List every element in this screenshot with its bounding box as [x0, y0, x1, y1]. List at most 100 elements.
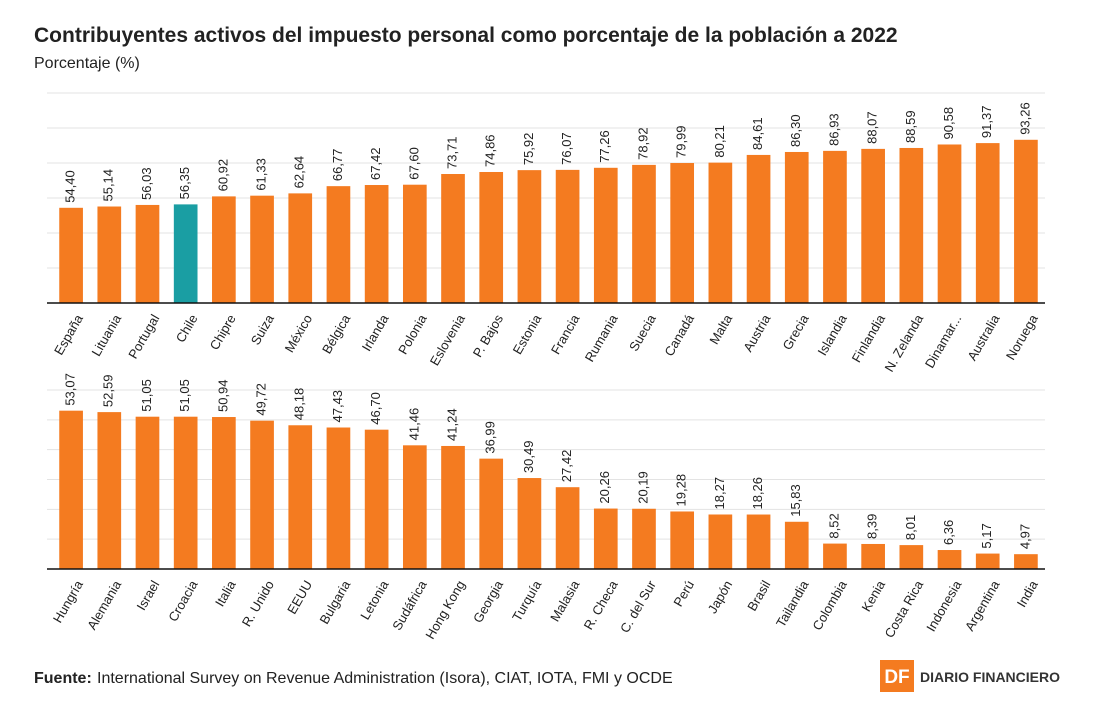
bar [861, 543, 885, 569]
bar [364, 429, 389, 569]
bar [670, 163, 695, 303]
x-tick-label: R. Checa [581, 577, 621, 632]
bar [288, 193, 313, 303]
data-label: 80,21 [712, 125, 727, 158]
data-label: 78,92 [635, 127, 650, 160]
bar [555, 487, 580, 569]
bar [212, 196, 236, 303]
source-label: Fuente: [34, 670, 92, 687]
x-tick-label: Kenia [858, 577, 888, 614]
bar [975, 143, 1000, 303]
bar [784, 521, 809, 569]
data-label: 73,71 [444, 136, 459, 169]
bar [899, 545, 924, 569]
bar [517, 478, 542, 569]
bar [670, 511, 695, 569]
chart-subtitle: Porcentaje (%) [34, 55, 140, 72]
data-label: 20,19 [635, 471, 650, 504]
x-tick-label: Suiza [248, 311, 278, 347]
x-tick-label: EEUU [284, 578, 315, 617]
data-label: 36,99 [483, 421, 498, 454]
data-label: 6,36 [941, 520, 956, 545]
bar [97, 412, 122, 569]
x-tick-label: Turquía [509, 577, 545, 624]
x-tick-label: Argentina [962, 577, 1003, 633]
bar [937, 550, 962, 569]
bar [135, 416, 160, 569]
x-tick-label: India [1014, 577, 1041, 610]
data-label: 60,92 [215, 159, 230, 192]
x-tick-label: España [51, 311, 86, 357]
bar [402, 445, 427, 569]
data-label: 18,26 [750, 477, 765, 510]
bar [250, 420, 274, 569]
bar [135, 204, 160, 303]
bar [173, 204, 198, 303]
data-label: 88,59 [903, 110, 918, 143]
x-tick-label: Chipre [207, 312, 239, 353]
data-label: 8,39 [865, 514, 880, 539]
x-tick-label: Sudáfrica [389, 577, 430, 633]
x-tick-label: Hong Kong [422, 578, 468, 642]
x-tick-label: R. Unido [239, 578, 277, 629]
data-label: 76,07 [559, 132, 574, 165]
x-tick-label: Bélgica [319, 311, 354, 356]
x-tick-label: Brasil [744, 578, 773, 614]
data-label: 5,17 [979, 523, 994, 548]
data-label: 8,52 [826, 513, 841, 538]
data-label: 67,60 [406, 147, 421, 180]
x-tick-label: C. del Sur [617, 577, 659, 635]
data-label: 90,58 [941, 107, 956, 140]
bar [823, 543, 847, 569]
x-tick-label: Malasia [547, 577, 583, 624]
bar [173, 416, 198, 569]
brand-name: DIARIO FINANCIERO [920, 669, 1060, 685]
data-label: 91,37 [979, 106, 994, 139]
x-tick-label: Letonia [357, 577, 392, 622]
bar [250, 195, 274, 303]
bar [708, 514, 733, 569]
data-label: 50,94 [215, 379, 230, 412]
bar [937, 144, 962, 303]
x-tick-label: Noruega [1003, 311, 1041, 362]
data-label: 41,46 [406, 408, 421, 441]
data-label: 56,35 [177, 167, 192, 200]
data-label: 15,83 [788, 484, 803, 517]
x-tick-label: Lituania [88, 311, 124, 359]
bar [402, 184, 427, 303]
x-tick-label: Grecia [780, 311, 813, 352]
x-tick-label: Rumania [582, 311, 621, 364]
data-label: 52,59 [101, 375, 116, 408]
x-tick-label: Eslovenia [427, 311, 469, 368]
bar [823, 150, 847, 303]
brand-mark: DF [884, 667, 909, 688]
x-tick-label: Finlandia [849, 311, 889, 365]
data-label: 19,28 [674, 474, 689, 507]
x-tick-label: Indonesia [923, 577, 965, 634]
x-tick-label: Suecia [626, 311, 659, 354]
data-label: 8,01 [903, 515, 918, 540]
x-tick-label: Hungría [50, 577, 86, 625]
bar [326, 186, 351, 303]
data-label: 20,26 [597, 471, 612, 504]
data-label: 77,26 [597, 130, 612, 163]
x-tick-label: Perú [670, 578, 697, 609]
data-label: 88,07 [865, 111, 880, 144]
x-tick-label: Canadá [661, 311, 697, 359]
bar [479, 458, 504, 569]
x-tick-label: Irlanda [359, 311, 392, 354]
x-tick-label: Italia [212, 577, 239, 609]
data-label: 48,18 [292, 388, 307, 421]
bar [479, 171, 504, 303]
bar [632, 508, 656, 569]
data-label: 4,97 [1017, 524, 1032, 549]
bar [899, 147, 924, 303]
data-label: 66,77 [330, 149, 345, 182]
data-label: 49,72 [253, 383, 268, 416]
x-tick-label: Japón [705, 578, 736, 616]
x-tick-label: Colombia [809, 577, 850, 633]
data-label: 54,40 [63, 170, 78, 203]
x-tick-label: Dinamar... [922, 312, 965, 371]
x-tick-label: Australia [964, 311, 1003, 363]
